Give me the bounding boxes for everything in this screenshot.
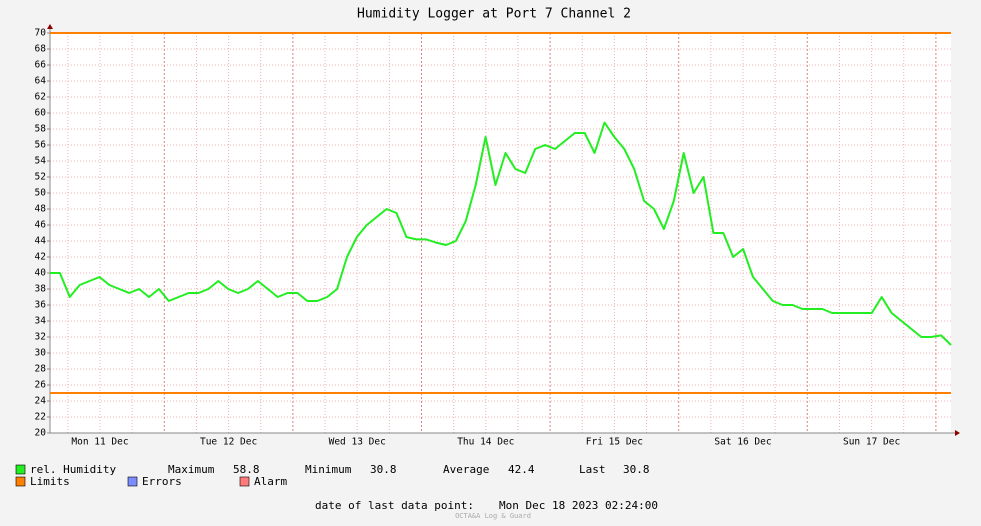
x-tick-label: Wed 13 Dec bbox=[329, 437, 386, 448]
y-tick-label: 68 bbox=[35, 44, 47, 55]
watermark: OCTA&A Log & Guard bbox=[455, 512, 531, 520]
stat-label: Last bbox=[579, 463, 606, 476]
grid bbox=[47, 24, 960, 436]
legend-swatch bbox=[15, 476, 26, 487]
legend-label: Errors bbox=[142, 475, 182, 488]
y-tick-label: 38 bbox=[35, 284, 47, 295]
y-tick-label: 44 bbox=[35, 236, 47, 247]
last-point: Mon Dec 18 2023 02:24:00 bbox=[499, 499, 658, 512]
legend-swatch bbox=[239, 476, 250, 487]
x-tick-label: Thu 14 Dec bbox=[457, 437, 514, 448]
y-tick-label: 26 bbox=[35, 380, 47, 391]
y-tick-label: 32 bbox=[35, 332, 46, 343]
stat-label: Minimum bbox=[305, 463, 352, 476]
y-tick-label: 34 bbox=[35, 316, 47, 327]
last-point-label: date of last data point: bbox=[315, 499, 474, 512]
stat-value: 30.8 bbox=[370, 463, 397, 476]
y-tick-label: 48 bbox=[35, 204, 47, 215]
labels: 20 22 24 26 28 30 32 34 36 38 40 42 44 46 48 50 52 54 56 58… bbox=[15, 28, 900, 488]
y-tick-label: 20 bbox=[35, 428, 47, 439]
y-tick-label: 56 bbox=[35, 140, 47, 151]
marks bbox=[50, 32, 952, 394]
stat-value: 42.4 bbox=[508, 463, 535, 476]
y-tick-label: 54 bbox=[35, 156, 47, 167]
y-tick-label: 60 bbox=[35, 108, 47, 119]
y-tick-label: 22 bbox=[35, 412, 46, 423]
legend-label: rel. Humidity bbox=[30, 463, 116, 476]
y-tick-label: 46 bbox=[35, 220, 47, 231]
chart-title: Humidity Logger at Port 7 Channel 2 bbox=[357, 7, 631, 22]
x-tick-label: Mon 11 Dec bbox=[71, 437, 128, 448]
stat-value: 30.8 bbox=[623, 463, 650, 476]
y-tick-label: 66 bbox=[35, 60, 47, 71]
stat-label: Average bbox=[443, 463, 489, 476]
x-tick-label: Sun 17 Dec bbox=[843, 437, 900, 448]
x-tick-label: Fri 15 Dec bbox=[586, 437, 643, 448]
legend-swatch bbox=[127, 476, 138, 487]
data-line bbox=[50, 121, 952, 346]
x-arrow bbox=[955, 430, 960, 436]
x-tick-label: Tue 12 Dec bbox=[200, 437, 257, 448]
plot-area bbox=[50, 33, 951, 433]
y-tick-label: 62 bbox=[35, 92, 46, 103]
y-tick-label: 30 bbox=[35, 348, 47, 359]
x-tick-label: Sat 16 Dec bbox=[714, 437, 771, 448]
y-tick-label: 58 bbox=[35, 124, 47, 135]
y-tick-label: 28 bbox=[35, 364, 47, 375]
y-tick-label: 64 bbox=[35, 76, 47, 87]
stat-label: Maximum bbox=[168, 463, 215, 476]
y-tick-label: 36 bbox=[35, 300, 47, 311]
stat-value: 58.8 bbox=[233, 463, 260, 476]
y-tick-label: 70 bbox=[35, 28, 47, 39]
y-tick-label: 24 bbox=[35, 396, 47, 407]
y-arrow bbox=[47, 24, 53, 29]
legend-label: Limits bbox=[30, 475, 70, 488]
y-tick-label: 40 bbox=[35, 268, 47, 279]
y-tick-label: 52 bbox=[35, 172, 46, 183]
legend-swatch bbox=[15, 464, 26, 475]
y-tick-label: 50 bbox=[35, 188, 47, 199]
legend-label: Alarm bbox=[254, 475, 287, 488]
y-tick-label: 42 bbox=[35, 252, 46, 263]
